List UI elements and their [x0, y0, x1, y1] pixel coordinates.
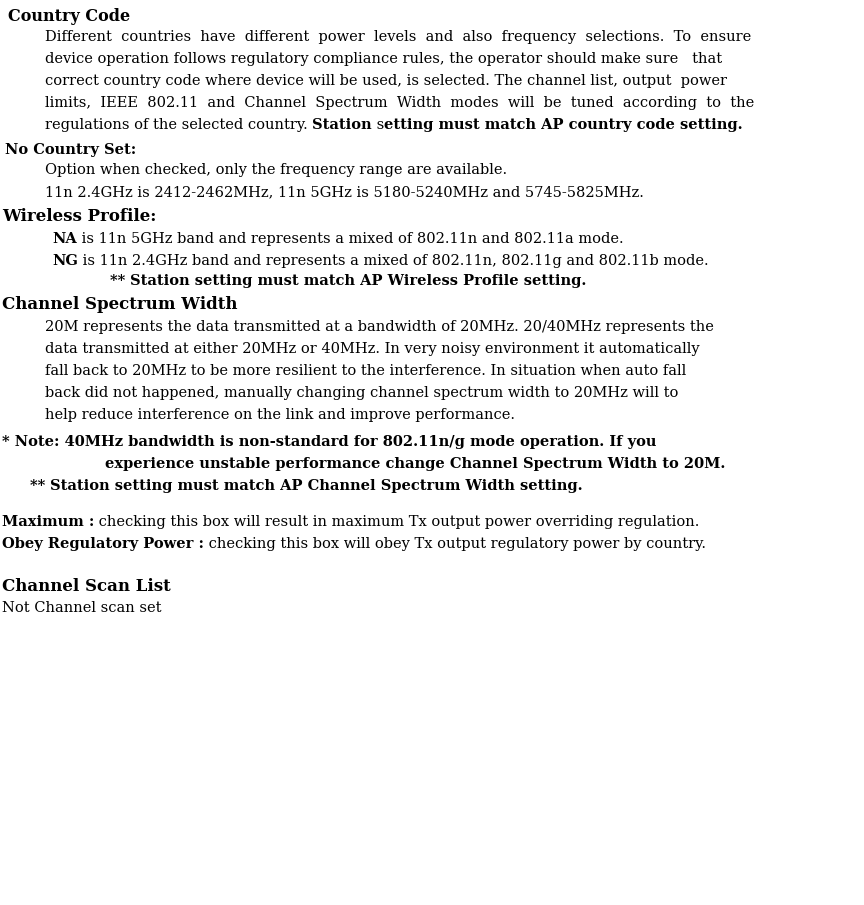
Text: help reduce interference on the link and improve performance.: help reduce interference on the link and… — [45, 408, 515, 422]
Text: Obey Regulatory Power :: Obey Regulatory Power : — [2, 537, 204, 551]
Text: device operation follows regulatory compliance rules, the operator should make s: device operation follows regulatory comp… — [45, 52, 722, 66]
Text: correct country code where device will be used, is selected. The channel list, o: correct country code where device will b… — [45, 74, 727, 88]
Text: regulations of the selected country.: regulations of the selected country. — [45, 118, 313, 132]
Text: NG: NG — [52, 254, 78, 268]
Text: Not Channel scan set: Not Channel scan set — [2, 601, 162, 615]
Text: fall back to 20MHz to be more resilient to the interference. In situation when a: fall back to 20MHz to be more resilient … — [45, 364, 686, 378]
Text: * Note: 40MHz bandwidth is non-standard for 802.11n/g mode operation. If you: * Note: 40MHz bandwidth is non-standard … — [2, 435, 657, 449]
Text: **: ** — [30, 479, 50, 493]
Text: is 11n 5GHz band and represents a mixed of 802.11n and 802.11a mode.: is 11n 5GHz band and represents a mixed … — [77, 232, 623, 246]
Text: 20M represents the data transmitted at a bandwidth of 20MHz. 20/40MHz represents: 20M represents the data transmitted at a… — [45, 320, 714, 334]
Text: NA: NA — [52, 232, 77, 246]
Text: etting must match AP country code setting.: etting must match AP country code settin… — [384, 118, 743, 132]
Text: Wireless Profile:: Wireless Profile: — [2, 208, 156, 225]
Text: Option when checked, only the frequency range are available.: Option when checked, only the frequency … — [45, 163, 507, 177]
Text: 11n 2.4GHz is 2412-2462MHz, 11n 5GHz is 5180-5240MHz and 5745-5825MHz.: 11n 2.4GHz is 2412-2462MHz, 11n 5GHz is … — [45, 185, 644, 199]
Text: Channel Scan List: Channel Scan List — [2, 578, 171, 595]
Text: **: ** — [110, 274, 130, 288]
Text: No Country Set:: No Country Set: — [5, 143, 137, 157]
Text: s: s — [372, 118, 384, 132]
Text: Country Code: Country Code — [8, 8, 130, 25]
Text: back did not happened, manually changing channel spectrum width to 20MHz will to: back did not happened, manually changing… — [45, 386, 678, 400]
Text: data transmitted at either 20MHz or 40MHz. In very noisy environment it automati: data transmitted at either 20MHz or 40MH… — [45, 342, 700, 356]
Text: Maximum :: Maximum : — [2, 515, 94, 529]
Text: is 11n 2.4GHz band and represents a mixed of 802.11n, 802.11g and 802.11b mode.: is 11n 2.4GHz band and represents a mixe… — [78, 254, 708, 268]
Text: checking this box will obey Tx output regulatory power by country.: checking this box will obey Tx output re… — [204, 537, 706, 551]
Text: Channel Spectrum Width: Channel Spectrum Width — [2, 296, 238, 313]
Text: Different  countries  have  different  power  levels  and  also  frequency  sele: Different countries have different power… — [45, 30, 752, 44]
Text: Station: Station — [313, 118, 372, 132]
Text: Station setting must match AP Channel Spectrum Width setting.: Station setting must match AP Channel Sp… — [50, 479, 583, 493]
Text: checking this box will result in maximum Tx output power overriding regulation.: checking this box will result in maximum… — [94, 515, 700, 529]
Text: experience unstable performance change Channel Spectrum Width to 20M.: experience unstable performance change C… — [105, 457, 726, 471]
Text: Station setting must match AP Wireless Profile setting.: Station setting must match AP Wireless P… — [130, 274, 587, 288]
Text: limits,  IEEE  802.11  and  Channel  Spectrum  Width  modes  will  be  tuned  ac: limits, IEEE 802.11 and Channel Spectrum… — [45, 96, 754, 110]
